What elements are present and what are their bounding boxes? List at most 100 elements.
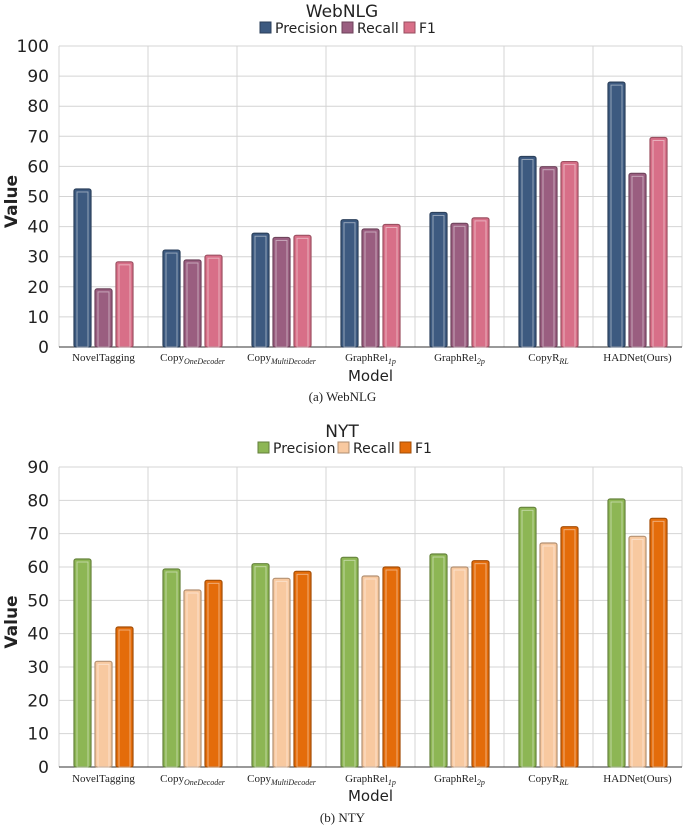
chart-title: NYT [325,422,359,442]
bar-f1 [293,570,312,768]
bar-highlight [118,264,131,348]
bar-recall [450,566,469,768]
y-tick-label: 30 [27,658,49,678]
bar-highlight [296,573,309,768]
bar-highlight [474,220,487,348]
x-tick-label: CopyOneDecoder [160,773,226,787]
bar-highlight [343,222,356,348]
legend-label: F1 [415,441,432,457]
bar-precision [251,563,270,768]
bar-highlight [432,556,445,768]
legend-swatch [337,441,350,454]
legend-item-f1: F1 [399,441,432,457]
bar-recall [183,589,202,768]
bar-highlight [97,291,110,348]
bar-precision [162,568,181,768]
y-tick-label: 90 [27,458,49,478]
legend-item-precision: Precision [257,441,335,457]
legend-item-f1: F1 [403,21,436,37]
x-tick-label: GraphRel2p [434,773,485,787]
caption-nyt: (b) NTY [319,810,366,825]
y-tick-label: 60 [27,157,49,177]
bar-highlight [563,529,576,768]
bar-highlight [521,509,534,768]
bar-highlight [542,545,555,768]
bar-highlight [275,239,288,348]
bar-highlight [254,566,267,768]
bar-f1 [115,626,134,768]
x-tick-label: HADNet(Ours) [603,352,672,364]
bar-f1 [382,566,401,768]
bar-recall [183,259,202,348]
bar-recall [539,166,558,348]
bar-highlight [186,592,199,768]
bar-highlight [207,257,220,348]
legend-swatch [257,441,270,454]
bar-highlight [652,140,665,348]
x-tick-label: CopyMultiDecoder [247,773,317,787]
y-axis-label: Value [2,175,22,228]
chart-title: WebNLG [306,2,378,22]
y-tick-label: 90 [27,67,49,87]
bar-highlight [610,84,623,348]
bar-precision [340,556,359,768]
bar-highlight [542,169,555,348]
x-tick-label: CopyRRL [528,773,569,787]
bar-recall [361,575,380,768]
y-tick-label: 70 [27,127,49,147]
bar-precision [162,249,181,348]
y-tick-label: 50 [27,188,49,208]
bar-precision [73,188,92,348]
bar-highlight [165,252,178,348]
bar-f1 [649,517,668,768]
x-tick-label: CopyOneDecoder [160,352,226,366]
legend-item-recall: Recall [341,21,399,37]
bar-highlight [165,571,178,768]
bar-highlight [76,191,89,348]
x-tick-label: CopyMultiDecoder [247,352,317,366]
bar-highlight [364,231,377,348]
bar-highlight [296,237,309,348]
bar-f1 [293,234,312,348]
y-tick-label: 50 [27,591,49,611]
bar-precision [518,506,537,768]
y-tick-label: 0 [38,758,49,778]
bar-recall [272,236,291,348]
legend-label: F1 [419,21,436,37]
bar-recall [361,228,380,348]
bar-precision [518,155,537,348]
bar-recall [94,660,113,768]
bar-highlight [453,569,466,768]
bar-f1 [649,136,668,348]
x-tick-label: HADNet(Ours) [603,773,672,785]
bar-highlight [474,563,487,768]
bar-f1 [204,579,223,768]
bar-f1 [560,160,579,348]
bar-recall [272,577,291,768]
legend-label: Precision [273,441,335,457]
legend-item-recall: Recall [337,441,395,457]
y-tick-label: 70 [27,525,49,545]
bar-highlight [207,582,220,768]
bar-highlight [76,561,89,768]
bar-highlight [97,663,110,768]
legend-item-precision: Precision [259,21,337,37]
bar-highlight [254,235,267,348]
y-tick-label: 10 [27,308,49,328]
y-tick-label: 80 [27,491,49,511]
bar-recall [628,172,647,348]
bar-precision [251,232,270,348]
y-tick-label: 30 [27,248,49,268]
bar-f1 [204,254,223,348]
bar-highlight [343,559,356,768]
legend-label: Recall [353,441,395,457]
x-axis-label: Model [348,367,393,385]
legend-label: Precision [275,21,337,37]
bar-recall [628,535,647,768]
y-tick-label: 20 [27,278,49,298]
bar-recall [94,288,113,348]
bar-highlight [385,226,398,348]
y-tick-label: 80 [27,97,49,117]
